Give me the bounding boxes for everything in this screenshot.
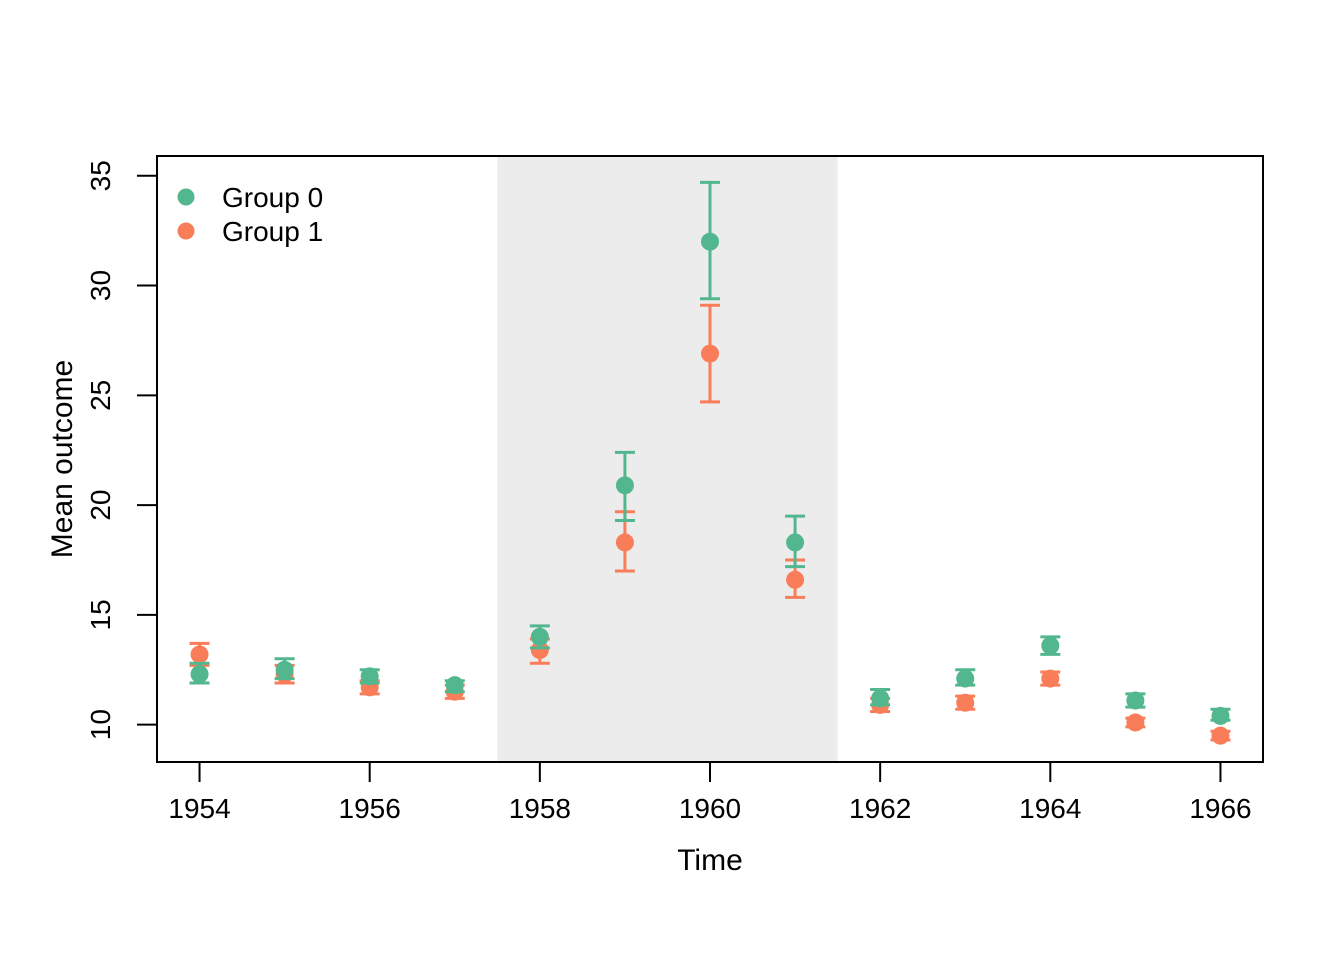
x-axis-tick-label: 1956 [339,793,401,824]
data-point-group-0-1962 [871,689,890,708]
shaded-region [497,157,838,761]
plot-border [156,155,1264,763]
data-point-group-1-1958 [530,641,549,660]
data-point-group-0-1960 [701,232,719,251]
x-axis-tick-label: 1958 [509,793,571,824]
x-axis-tick-label: 1964 [1019,793,1081,824]
data-point-group-0-1956 [360,667,379,686]
legend-marker-group-1 [177,222,195,240]
y-axis-tick-label: 25 [85,380,116,411]
series-group-0 [189,180,1231,725]
x-axis-tick-label: 1960 [679,793,741,824]
data-point-group-0-1961 [786,533,805,552]
data-point-group-1-1960 [701,344,719,363]
data-point-group-1-1963 [956,693,975,712]
data-point-group-1-1959 [615,533,634,552]
x-axis-tick-label: 1966 [1189,793,1251,824]
data-point-group-0-1964 [1041,636,1060,655]
data-point-group-1-1965 [1126,713,1145,732]
legend-marker-group-0 [177,188,195,206]
data-point-group-0-1963 [956,669,975,688]
data-point-group-1-1964 [1041,669,1060,688]
y-axis-tick-label: 30 [85,270,116,301]
data-point-group-1-1966 [1211,726,1230,745]
data-point-group-1-1961 [786,570,805,589]
x-axis-tick-label: 1954 [168,793,230,824]
legend-label-group-0: Group 0 [222,182,323,213]
x-axis-title: Time [677,844,743,877]
data-point-group-0-1955 [275,660,294,679]
y-axis-tick-label: 20 [85,490,116,521]
data-point-group-0-1965 [1126,691,1145,710]
data-point-group-0-1958 [530,627,549,646]
data-point-group-0-1959 [615,476,634,495]
data-point-group-0-1957 [445,676,464,695]
y-axis-title: Mean outcome [46,360,79,558]
legend-label-group-1: Group 1 [222,216,323,247]
data-point-group-0-1966 [1211,706,1230,725]
y-axis-tick-label: 35 [85,160,116,191]
y-axis-tick-label: 15 [85,599,116,630]
data-point-group-1-1954 [190,645,209,664]
y-axis-tick-label: 10 [85,709,116,740]
x-axis-tick-label: 1962 [849,793,911,824]
data-point-group-0-1954 [190,665,209,684]
